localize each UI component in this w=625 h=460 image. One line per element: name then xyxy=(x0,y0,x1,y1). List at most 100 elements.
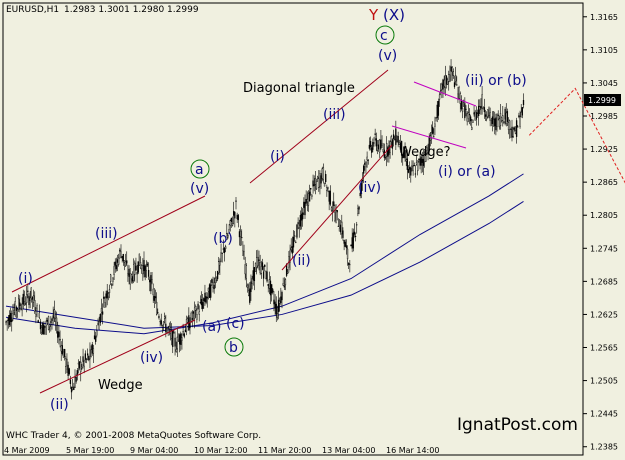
candle xyxy=(275,296,277,323)
candle xyxy=(277,290,280,320)
candle xyxy=(53,300,55,323)
candle xyxy=(207,287,210,300)
candle xyxy=(108,284,111,299)
candle xyxy=(494,111,496,135)
candle xyxy=(303,197,305,215)
candle xyxy=(392,129,395,147)
candle xyxy=(322,163,325,184)
candle xyxy=(212,276,214,293)
wave-label-a: (a) xyxy=(202,319,222,335)
candle xyxy=(304,194,306,220)
candle xyxy=(513,126,515,132)
candle xyxy=(306,191,308,212)
candle xyxy=(515,117,518,144)
candle xyxy=(214,271,216,289)
time-tick: 13 Mar 04:00 xyxy=(322,446,375,455)
copyright-text: WHC Trader 4, © 2001-2008 MetaQuotes Sof… xyxy=(6,431,261,441)
candle xyxy=(42,321,44,335)
candle xyxy=(475,106,477,126)
candle xyxy=(201,293,204,312)
candle xyxy=(438,91,441,107)
candle xyxy=(375,132,377,152)
candlestick-series xyxy=(5,59,525,400)
candle xyxy=(488,106,490,119)
candle xyxy=(105,290,107,308)
candle xyxy=(344,239,346,247)
candle xyxy=(157,308,159,315)
candle xyxy=(505,103,507,127)
candle xyxy=(106,284,108,306)
candle xyxy=(512,126,514,138)
candle xyxy=(162,321,165,331)
candle xyxy=(29,291,31,309)
note-wedge-question: Wedge? xyxy=(399,145,451,160)
candle xyxy=(354,232,357,242)
candle xyxy=(120,244,122,259)
current-price-label: 1.2999 xyxy=(588,96,616,105)
candle xyxy=(367,158,369,165)
candle xyxy=(282,277,284,286)
time-tick: 5 Mar 19:00 xyxy=(66,446,114,455)
candle xyxy=(342,227,344,241)
candle xyxy=(295,240,297,244)
candle xyxy=(31,296,34,310)
candle xyxy=(28,292,30,309)
candle xyxy=(204,284,206,306)
candle xyxy=(187,316,189,324)
circle-marker-a xyxy=(190,159,210,179)
candle xyxy=(139,256,142,270)
candle xyxy=(245,263,247,288)
candle xyxy=(287,269,289,274)
candle xyxy=(396,135,398,143)
candle xyxy=(178,333,181,353)
candle xyxy=(343,239,345,251)
candle xyxy=(167,325,169,336)
candle xyxy=(468,108,471,125)
price-tick-label: 1.2625 xyxy=(590,310,618,319)
candle xyxy=(23,290,26,307)
candle xyxy=(499,104,502,130)
candle xyxy=(141,264,143,274)
candle xyxy=(130,273,132,284)
candle xyxy=(59,330,61,348)
candle xyxy=(12,304,14,321)
candle xyxy=(373,136,375,147)
candle xyxy=(173,329,175,334)
candle xyxy=(22,289,24,310)
candle xyxy=(368,137,371,151)
candle xyxy=(241,229,243,246)
candle xyxy=(264,264,266,272)
candle xyxy=(86,348,89,361)
price-tick-label: 1.2565 xyxy=(590,344,618,353)
candle xyxy=(419,152,421,170)
candle xyxy=(122,253,124,266)
wave-label-ii: (ii) xyxy=(50,397,69,413)
candle xyxy=(234,211,236,228)
candle xyxy=(266,262,268,283)
candle xyxy=(51,317,53,330)
candle xyxy=(381,135,383,148)
candle xyxy=(84,350,87,363)
candle xyxy=(55,311,58,334)
candle xyxy=(397,131,399,148)
candle xyxy=(356,221,358,234)
candle xyxy=(279,297,281,312)
candle xyxy=(503,120,505,125)
wave-label-c: (c) xyxy=(226,316,245,332)
candle xyxy=(26,285,28,313)
candle xyxy=(479,99,481,115)
candle xyxy=(427,143,429,161)
candle xyxy=(82,348,84,369)
candle xyxy=(208,283,211,298)
candle xyxy=(34,291,36,314)
candle xyxy=(420,155,422,174)
candle xyxy=(450,59,452,81)
current-price-box xyxy=(584,94,621,106)
candle xyxy=(227,232,229,239)
candle xyxy=(36,303,38,318)
candle xyxy=(480,98,482,115)
candle xyxy=(491,111,494,132)
candle xyxy=(520,103,522,118)
candle xyxy=(35,307,37,324)
